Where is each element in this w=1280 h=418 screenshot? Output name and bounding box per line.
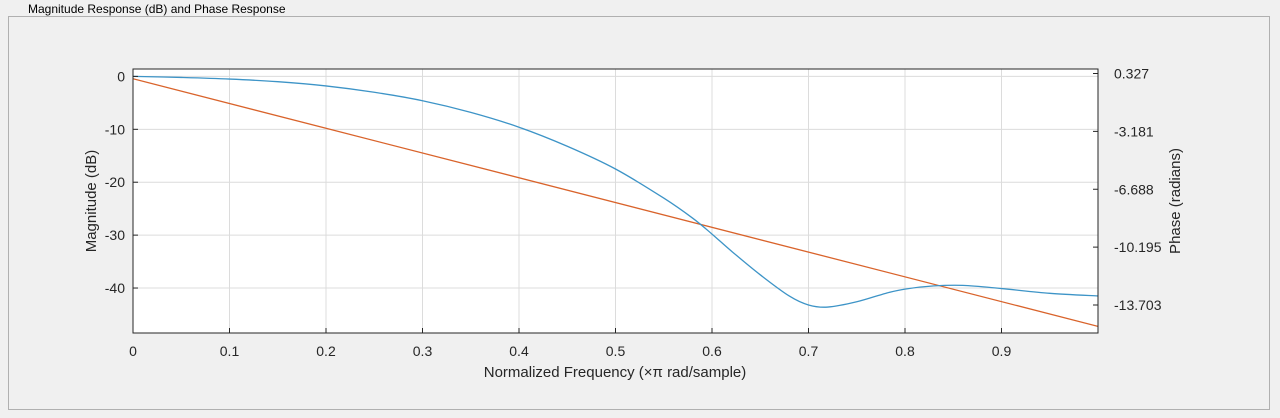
ticks: 0 0.1 0.2 0.3 0.4 0.5 0.6 0.7 0.8 0.9 0 -10 -20 -30 -4… bbox=[105, 66, 1162, 359]
y-tick-label-right: 0.327 bbox=[1114, 66, 1149, 82]
chart-panel bbox=[8, 16, 1270, 410]
y-tick-label-left: 0 bbox=[117, 68, 125, 84]
y-tick-label-left: -30 bbox=[105, 227, 125, 243]
y-axis-label-right: Phase (radians) bbox=[1167, 148, 1184, 254]
x-tick-label: 0.3 bbox=[413, 343, 433, 359]
y-tick-label-left: -10 bbox=[105, 121, 125, 137]
y-tick-label-right: -13.703 bbox=[1114, 297, 1162, 313]
y-tick-label-right: -10.195 bbox=[1114, 239, 1162, 255]
x-tick-label: 0.1 bbox=[220, 343, 240, 359]
y-tick-label-right: -6.688 bbox=[1114, 181, 1154, 197]
y-tick-label-left: -40 bbox=[105, 280, 125, 296]
x-tick-label: 0.9 bbox=[992, 343, 1012, 359]
y-tick-label-right: -3.181 bbox=[1114, 123, 1154, 139]
panel-title: Magnitude Response (dB) and Phase Respon… bbox=[24, 2, 290, 16]
x-tick-label: 0.7 bbox=[799, 343, 819, 359]
x-tick-label: 0.6 bbox=[702, 343, 722, 359]
x-tick-label: 0.8 bbox=[895, 343, 915, 359]
y-tick-label-left: -20 bbox=[105, 174, 125, 190]
x-tick-label: 0 bbox=[129, 343, 137, 359]
series-group bbox=[133, 75, 1098, 328]
x-tick-label: 0.2 bbox=[316, 343, 336, 359]
x-tick-label: 0.4 bbox=[509, 343, 529, 359]
magnitude-line bbox=[133, 75, 1098, 308]
y-axis-label-left: Magnitude (dB) bbox=[83, 150, 100, 253]
x-tick-label: 0.5 bbox=[606, 343, 626, 359]
x-axis-label: Normalized Frequency (×π rad/sample) bbox=[484, 364, 747, 381]
